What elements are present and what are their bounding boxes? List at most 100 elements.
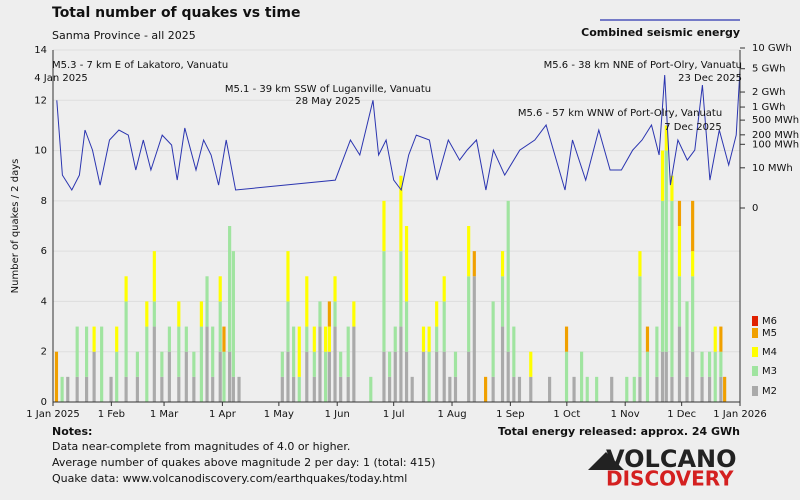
bar-segment (421, 351, 426, 402)
note: Quake data: www.volcanodiscovery.com/ear… (52, 472, 407, 485)
bar-segment (167, 326, 171, 352)
notes-heading: Notes: (52, 425, 92, 438)
bar-segment (708, 351, 712, 377)
bar-segment (664, 351, 668, 402)
bar-segment (222, 326, 226, 352)
total-energy: Total energy released: approx. 24 GWh (498, 425, 740, 438)
bar-segment (160, 351, 164, 377)
y-tick-label: 10 (34, 146, 47, 157)
bar-segment (382, 200, 386, 252)
bar-segment (500, 276, 505, 327)
annotation-date: 7 Dec 2025 (664, 122, 722, 133)
bar-segment (152, 251, 156, 302)
bar-segment (517, 376, 522, 402)
bar-segment (211, 326, 215, 377)
bar-segment (346, 376, 350, 402)
bar-segment (54, 351, 59, 402)
legend-label: M6 (762, 316, 777, 327)
bar-segment (318, 326, 322, 402)
bar-segment (84, 326, 89, 377)
logo-top: VOLCANO (606, 445, 737, 473)
bar-segment (484, 376, 488, 402)
bar-segment (625, 376, 629, 402)
bar-segment (723, 376, 727, 402)
bar-segment (305, 276, 309, 327)
bar-segment (109, 376, 113, 402)
y2-tick-label: 5 GWh (752, 64, 786, 75)
bar-segment (352, 301, 356, 327)
bar-segment (399, 175, 403, 252)
bar-segment (218, 276, 222, 302)
y2-tick-label: 2 GWh (752, 87, 786, 98)
bar-segment (700, 376, 704, 402)
y-tick-label: 8 (41, 196, 47, 207)
bar-segment (167, 351, 171, 402)
legend-label: M3 (762, 366, 777, 377)
bar-segment (655, 376, 659, 402)
bar-segment (664, 150, 668, 352)
bar-segment (124, 301, 128, 377)
legend-swatch (752, 347, 758, 357)
x-tick-label: 1 Nov (611, 409, 640, 420)
bar-segment (506, 351, 510, 402)
bar-segment (199, 301, 203, 327)
bar-segment (512, 326, 516, 377)
annotation: M5.6 - 38 km NNE of Port-Olry, Vanuatu (544, 60, 742, 71)
bar-segment (638, 251, 642, 277)
bar-segment (632, 376, 636, 402)
annotation: M5.1 - 39 km SSW of Luganville, Vanuatu (225, 84, 431, 95)
bar-segment (231, 251, 235, 377)
annotation-date: 4 Jan 2025 (34, 73, 88, 84)
bar-segment (677, 226, 682, 277)
bar-segment (677, 326, 682, 402)
bar-segment (318, 301, 322, 327)
bar-segment (404, 226, 409, 302)
bar-segment (184, 326, 188, 352)
x-tick-label: 1 Oct (553, 409, 580, 420)
y2-tick-label: 10 MWh (752, 163, 793, 174)
bar-segment (124, 376, 128, 402)
bar-segment (297, 376, 301, 402)
bar-segment (346, 326, 350, 377)
bar-segment (211, 376, 215, 402)
y-tick-label: 0 (41, 397, 47, 408)
bar-segment (286, 251, 290, 302)
bar-segment (442, 276, 446, 302)
bar-segment (324, 351, 328, 402)
bar-segment (286, 301, 290, 352)
bar-segment (435, 301, 439, 327)
bar-segment (691, 276, 695, 352)
bar-segment (115, 351, 119, 402)
bar-segment (75, 376, 79, 402)
annotation-date: 23 Dec 2025 (678, 73, 742, 84)
bar-segment (184, 351, 188, 402)
bar-segment (297, 326, 301, 377)
bar-segment (124, 276, 128, 302)
logo-icon (588, 452, 624, 470)
bar-segment (135, 351, 139, 377)
bar-segment (529, 351, 533, 377)
bar-segment (472, 276, 476, 402)
bar-segment (327, 301, 331, 327)
bar-segment (333, 276, 337, 302)
energy-line (56, 69, 741, 192)
bar-segment (700, 351, 704, 377)
bar-segment (327, 326, 331, 352)
bar-segment (237, 376, 241, 402)
y-tick-label: 6 (41, 246, 47, 257)
bar-segment (404, 351, 409, 402)
bar-segment (218, 301, 222, 352)
bar-segment (333, 301, 337, 327)
bar-segment (564, 351, 569, 402)
legend-label: M4 (762, 347, 777, 358)
bar-segment (719, 376, 723, 402)
bar-segment (100, 326, 104, 402)
x-tick-label: 1 Jan 2026 (713, 409, 767, 420)
bar-segment (152, 326, 156, 402)
bar-segment (645, 351, 650, 402)
x-tick-label: 1 Jan 2025 (26, 409, 80, 420)
annotation: M5.6 - 57 km WNW of Port-Olry, Vanuatu (518, 108, 722, 119)
bar-segment (60, 376, 64, 402)
bar-segment (638, 376, 642, 402)
